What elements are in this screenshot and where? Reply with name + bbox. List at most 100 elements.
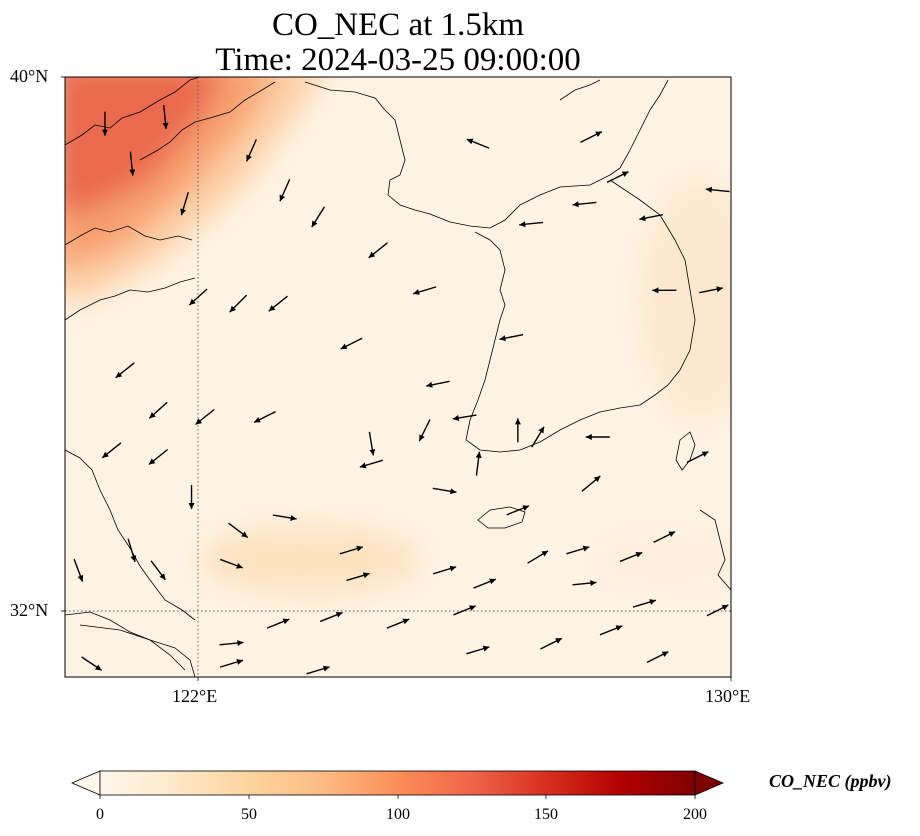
- wind-vector-head: [593, 475, 601, 483]
- coastline-shandong-south: [65, 277, 196, 321]
- wind-vector-head: [148, 458, 156, 465]
- wind-vector-head: [359, 462, 367, 469]
- wind-vector-head: [102, 451, 109, 458]
- wind-vector-head: [538, 426, 545, 434]
- wind-vector-head: [572, 201, 579, 208]
- wind-vector-head: [159, 573, 166, 580]
- wind-vector-head: [254, 417, 261, 423]
- wind-vector-head: [237, 640, 244, 647]
- colorbar-extend-min: [70, 770, 101, 796]
- map-title-line2: Time: 2024-03-25 09:00:00: [215, 42, 581, 78]
- coastline-south-korea-west: [465, 231, 641, 453]
- colorbar-outline: [99, 770, 696, 796]
- lat-label-40n: 40°N: [10, 66, 49, 86]
- wind-vector-head: [639, 215, 646, 222]
- wind-vector-head: [130, 555, 137, 562]
- coastline-liaodong-east: [139, 81, 276, 161]
- wind-vector-head: [716, 286, 723, 293]
- lon-label-130e: 130°E: [705, 686, 751, 706]
- yangtze-island: [79, 624, 186, 671]
- map-frame: [64, 76, 732, 678]
- wind-vector-head: [615, 625, 623, 631]
- wind-vector-head: [590, 580, 597, 587]
- coastline-northeast: [559, 79, 601, 101]
- colorbar-label-0: 0: [96, 806, 104, 823]
- wind-vector-head: [229, 305, 237, 313]
- wind-vector-head: [402, 618, 410, 625]
- yellow-sea-plume: [200, 525, 420, 595]
- wind-vector-head: [452, 415, 460, 421]
- axis-ticks: [61, 76, 732, 681]
- tsushima-island: [675, 431, 696, 471]
- co-field: [65, 77, 731, 595]
- colorbar-label-150: 150: [534, 806, 558, 823]
- wind-vector-head: [94, 664, 102, 671]
- wind-vector-head: [555, 638, 562, 644]
- wind-vector-head: [585, 434, 592, 440]
- gridlines: [65, 77, 731, 677]
- coastlines: [65, 77, 731, 677]
- coastline-north-korea-west: [304, 81, 621, 229]
- map-panel: [65, 77, 731, 677]
- wind-vector-head: [413, 289, 420, 295]
- coastline-yangtze: [65, 611, 196, 677]
- colorbar-body: [100, 771, 695, 795]
- wind-vector-head: [635, 551, 643, 558]
- colorbar-ticks: [99, 795, 696, 799]
- wind-vector-head: [236, 659, 243, 665]
- east-sea-plume: [640, 180, 731, 420]
- wind-vector-head: [649, 599, 656, 605]
- wind-vector-head: [101, 129, 108, 136]
- wind-vector-head: [311, 220, 318, 228]
- wind-vector-head: [541, 550, 549, 557]
- colorbar-title: CO_NEC (ppbv): [769, 771, 892, 791]
- wind-vector-head: [362, 572, 370, 579]
- wind-vector-head: [129, 169, 136, 176]
- wind-vector-head: [705, 186, 713, 193]
- jeju-island: [477, 506, 526, 529]
- colorbar-extend-max: [694, 770, 725, 796]
- wind-vector-head: [668, 531, 676, 537]
- wind-vector-head: [519, 221, 526, 228]
- wind-vector-head: [466, 138, 474, 145]
- wind-vector-head: [449, 565, 457, 572]
- wind-vector-head: [595, 131, 602, 137]
- colorbar-label-50: 50: [241, 806, 257, 823]
- wind-vector-head: [246, 154, 252, 162]
- wind-vector-head: [419, 434, 425, 442]
- co-plume-core: [65, 77, 222, 214]
- wind-vector-head: [582, 545, 590, 552]
- coastline-shandong-north: [65, 225, 193, 246]
- wind-vector-head: [701, 451, 709, 457]
- wind-vector-head: [241, 531, 248, 538]
- wind-vector-head: [489, 578, 496, 585]
- southeast-field: [590, 530, 731, 590]
- wind-vector-head: [195, 418, 203, 425]
- colorbar-label-100: 100: [386, 806, 410, 823]
- lat-label-32n: 32°N: [10, 600, 49, 620]
- coastline-korea-east: [609, 179, 696, 406]
- wind-vector-head: [322, 665, 330, 672]
- wind-vector-head: [368, 251, 376, 258]
- wind-vector-head: [290, 515, 297, 521]
- coastline-liaodong: [65, 77, 201, 146]
- coastline-jiangsu: [65, 449, 196, 621]
- colorbar-label-200: 200: [683, 806, 707, 823]
- wind-vector-head: [514, 418, 521, 425]
- wind-vector-head: [522, 505, 530, 511]
- wind-vectors: [73, 104, 730, 675]
- wind-vector-head: [356, 545, 363, 552]
- wind-vector-head: [162, 122, 169, 129]
- wind-vector-head: [661, 651, 669, 657]
- wind-vector-head: [188, 503, 195, 509]
- kyushu-coast: [699, 509, 731, 591]
- wind-vector-head: [652, 287, 659, 294]
- wind-vector-head: [340, 343, 348, 350]
- wind-vector-head: [499, 335, 506, 342]
- wind-vector-head: [279, 194, 286, 202]
- wind-vector-head: [721, 604, 729, 611]
- wind-vector-head: [469, 605, 476, 611]
- wind-vector-head: [369, 449, 376, 456]
- wind-vector-head: [115, 371, 123, 378]
